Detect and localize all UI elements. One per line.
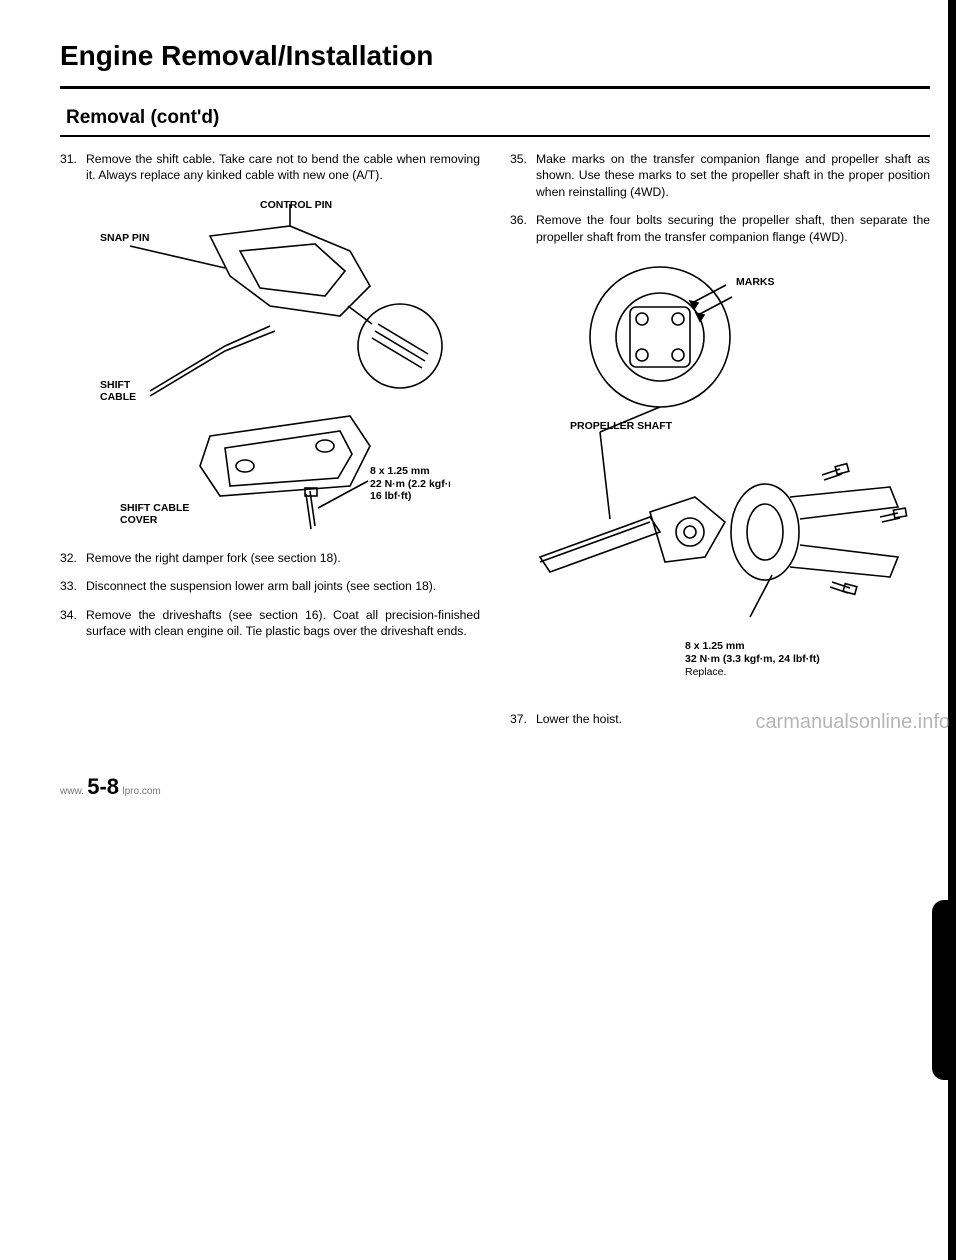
right-column: 35. Make marks on the transfer companion…	[510, 151, 930, 740]
step-text: Disconnect the suspension lower arm ball…	[86, 578, 480, 594]
step-text: Remove the driveshafts (see section 16).…	[86, 607, 480, 640]
step-number: 32.	[60, 550, 86, 566]
step-36: 36. Remove the four bolts securing the p…	[510, 212, 930, 245]
footer-left-suffix: lpro.com	[122, 786, 160, 797]
label-shift-cable-cover: SHIFT CABLECOVER	[120, 502, 189, 526]
step-34: 34. Remove the driveshafts (see section …	[60, 607, 480, 640]
step-number: 33.	[60, 578, 86, 594]
rule-thin	[60, 135, 930, 137]
figure-propeller-shaft: MARKS PROPELLER SHAFT 8 x 1.25 mm 32 N·m…	[510, 257, 930, 697]
step-text: Remove the right damper fork (see sectio…	[86, 550, 480, 566]
page-title: Engine Removal/Installation	[60, 40, 930, 78]
step-33: 33. Disconnect the suspension lower arm …	[60, 578, 480, 594]
rule-thick	[60, 86, 930, 89]
label-torque-2: 32 N·m (3.3 kgf·m, 24 lbf·ft)	[685, 653, 820, 665]
page-container: Engine Removal/Installation Removal (con…	[60, 40, 930, 740]
step-number: 31.	[60, 151, 86, 184]
step-number: 37.	[510, 711, 536, 727]
label-bolt-spec: 8 x 1.25 mm	[370, 465, 430, 477]
thumb-tab	[932, 900, 956, 1080]
step-text: Make marks on the transfer companion fla…	[536, 151, 930, 200]
section-subtitle: Removal (cont'd)	[66, 107, 930, 129]
two-column-layout: 31. Remove the shift cable. Take care no…	[60, 151, 930, 740]
label-marks: MARKS	[736, 276, 775, 288]
step-number: 34.	[60, 607, 86, 640]
label-shift-cable: SHIFTCABLE	[100, 379, 136, 403]
step-number: 36.	[510, 212, 536, 245]
propeller-shaft-diagram: MARKS PROPELLER SHAFT 8 x 1.25 mm 32 N·m…	[530, 257, 910, 697]
left-column: 31. Remove the shift cable. Take care no…	[60, 151, 480, 740]
step-number: 35.	[510, 151, 536, 200]
label-torque: 22 N·m (2.2 kgf·m,16 lbf·ft)	[370, 478, 450, 502]
shift-cable-diagram: SNAP PIN CONTROL PIN SHIFTCABLE SHIFT CA…	[90, 196, 450, 536]
label-bolt-spec-2: 8 x 1.25 mm	[685, 640, 745, 652]
page-number: 5-8	[87, 774, 119, 799]
figure-shift-cable: SNAP PIN CONTROL PIN SHIFTCABLE SHIFT CA…	[60, 196, 480, 536]
label-propeller-shaft: PROPELLER SHAFT	[570, 420, 673, 432]
step-31: 31. Remove the shift cable. Take care no…	[60, 151, 480, 184]
step-text: Remove the shift cable. Take care not to…	[86, 151, 480, 184]
watermark: carmanualsonline.info	[755, 711, 950, 734]
label-control-pin: CONTROL PIN	[260, 199, 332, 211]
label-replace: Replace.	[685, 666, 726, 678]
label-snap-pin: SNAP PIN	[100, 232, 149, 244]
step-35: 35. Make marks on the transfer companion…	[510, 151, 930, 200]
footer-left-text: www.	[60, 786, 84, 797]
page-footer: www. 5-8 lpro.com	[60, 774, 930, 800]
step-text: Remove the four bolts securing the prope…	[536, 212, 930, 245]
step-32: 32. Remove the right damper fork (see se…	[60, 550, 480, 566]
